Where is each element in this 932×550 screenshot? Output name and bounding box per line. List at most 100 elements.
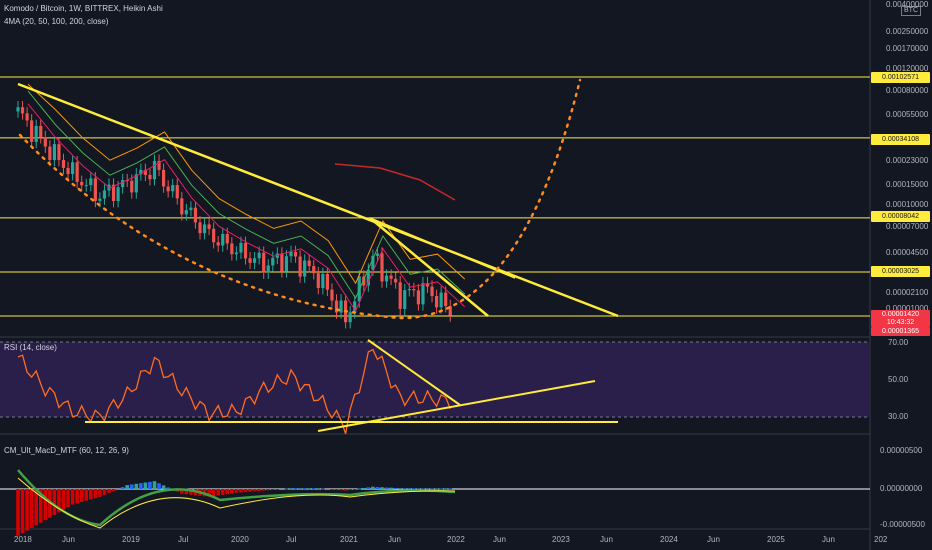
macd-histogram-bar <box>107 489 111 493</box>
candle-body <box>162 169 166 187</box>
candle-body <box>321 274 325 288</box>
rsi-indicator-label[interactable]: RSI (14, close) <box>4 343 57 352</box>
candle-body <box>93 178 97 201</box>
macd-histogram-bar <box>166 487 170 489</box>
candle-body <box>380 253 384 282</box>
macd-histogram-bar <box>43 489 48 521</box>
ma-indicator-label[interactable]: 4MA (20, 50, 100, 200, close) <box>4 17 109 26</box>
candle-body <box>284 256 289 272</box>
macd-histogram-bar <box>189 489 193 495</box>
macd-histogram-bar <box>430 488 434 490</box>
rsi-tick-label: 50.00 <box>888 375 909 384</box>
macd-histogram-bar <box>302 488 307 490</box>
macd-histogram-bar <box>284 488 289 490</box>
price-tick-label: 0.00170000 <box>886 44 929 53</box>
macd-histogram-bar <box>111 489 116 491</box>
candle-body <box>57 144 61 160</box>
macd-histogram-bar <box>93 489 98 499</box>
candle-body <box>430 286 434 296</box>
candle-body <box>375 253 380 256</box>
candle-body <box>394 278 398 283</box>
candle-body <box>39 125 43 138</box>
candle-body <box>175 185 179 199</box>
level-price-badge: 0.00008042 <box>871 211 930 222</box>
candle-body <box>48 146 52 161</box>
macd-histogram-bar <box>439 488 443 490</box>
short-trendline <box>369 217 489 317</box>
candle-body <box>248 258 252 263</box>
macd-histogram-bar <box>75 489 79 504</box>
rsi-line <box>17 348 451 435</box>
symbol-title[interactable]: Komodo / Bitcoin, 1W, BITTREX, Heikin As… <box>4 4 163 13</box>
candle-body <box>80 181 84 186</box>
candle-body <box>98 198 102 201</box>
macd-histogram-bar <box>266 489 271 491</box>
macd-histogram-bar <box>443 488 448 490</box>
price-tick-label: 0.00120000 <box>886 64 929 73</box>
candle-body <box>152 160 157 180</box>
macd-histogram-bar <box>211 489 216 497</box>
macd-histogram-bar <box>389 487 393 489</box>
time-axis-label: Jun <box>388 535 401 544</box>
macd-histogram-bar <box>307 488 311 490</box>
last-price-badge: 0.00001365 <box>871 327 930 336</box>
macd-histogram-bar <box>448 488 453 490</box>
time-axis-label: Jun <box>822 535 835 544</box>
candle-body <box>130 180 134 193</box>
macd-histogram-bar <box>25 489 29 531</box>
candle-body <box>239 242 243 253</box>
candle-body <box>121 180 125 188</box>
macd-histogram-bar <box>120 487 125 489</box>
macd-histogram-bar <box>230 489 234 494</box>
candle-body <box>102 190 107 199</box>
time-axis-label: 2020 <box>231 535 249 544</box>
macd-histogram-bar <box>393 487 398 489</box>
candle-body <box>198 222 202 234</box>
candle-body <box>271 257 275 266</box>
candle-body <box>325 274 329 290</box>
macd-histogram-bar <box>357 488 362 490</box>
candle-body <box>407 289 411 291</box>
last-price-badge: 0.00001420 <box>871 310 930 319</box>
macd-histogram-bar <box>352 489 357 490</box>
macd-histogram-bar <box>102 489 107 495</box>
macd-histogram-bar <box>134 483 139 489</box>
macd-histogram-bar <box>412 488 416 490</box>
macd-indicator-label[interactable]: CM_Ult_MacD_MTF (60, 12, 26, 9) <box>4 446 129 455</box>
candle-body <box>84 185 88 187</box>
candle-body <box>207 224 211 229</box>
macd-histogram-bar <box>38 489 43 523</box>
candle-body <box>353 301 357 313</box>
macd-histogram-bar <box>366 487 371 489</box>
macd-histogram-bar <box>125 485 129 489</box>
macd-histogram-bar <box>98 489 102 497</box>
candle-body <box>384 275 389 282</box>
macd-histogram-bar <box>143 482 148 489</box>
cup-arc-projection <box>18 78 582 320</box>
time-axis-label: 202 <box>874 535 888 544</box>
candle-body <box>221 233 225 246</box>
macd-histogram-bar <box>225 489 230 495</box>
candle-body <box>262 252 266 273</box>
macd-histogram-bar <box>207 489 211 497</box>
candle-body <box>148 174 152 180</box>
price-tick-label: 0.00400000 <box>886 0 929 9</box>
candle-body <box>448 306 452 316</box>
candle-body <box>61 159 66 168</box>
time-axis-label: Jun <box>600 535 613 544</box>
macd-histogram-bar <box>257 489 261 491</box>
candle-body <box>293 251 298 257</box>
macd-histogram-bar <box>280 489 284 490</box>
price-tick-label: 0.00007000 <box>886 222 929 231</box>
macd-histogram-bar <box>293 488 298 490</box>
ma-50-line <box>27 90 466 300</box>
macd-histogram-bar <box>271 489 275 490</box>
macd-histogram-bar <box>325 489 330 490</box>
rsi-tick-label: 70.00 <box>888 338 909 347</box>
candle-body <box>66 167 70 175</box>
candle-body <box>289 251 293 257</box>
ma-200-line <box>334 163 456 201</box>
candle-body <box>316 273 320 288</box>
ma-100-line <box>27 83 466 285</box>
